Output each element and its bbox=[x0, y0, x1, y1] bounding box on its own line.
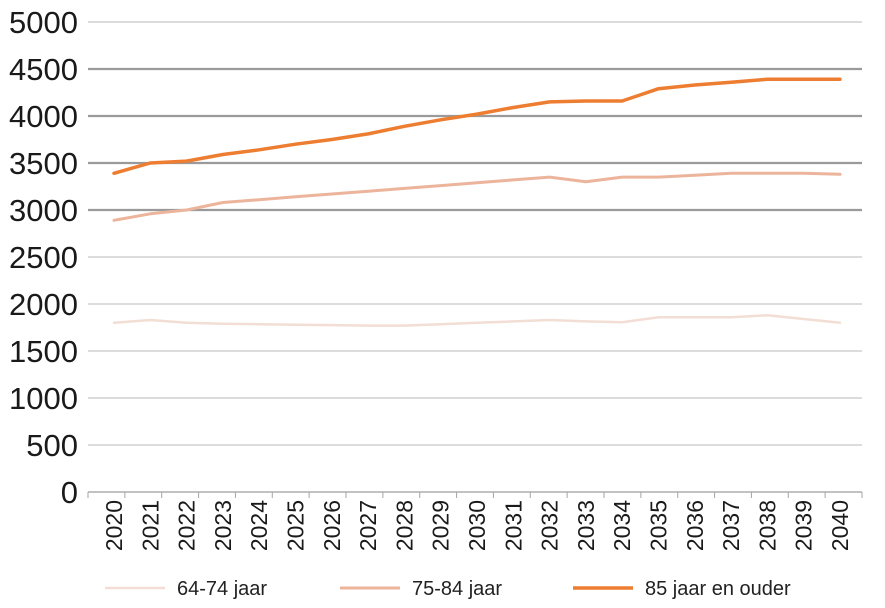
series-lines bbox=[112, 77, 842, 327]
y-tick-label: 3500 bbox=[9, 146, 78, 181]
x-tick-label: 2023 bbox=[210, 500, 236, 551]
x-tick-label: 2040 bbox=[827, 500, 853, 551]
x-tick-label: 2039 bbox=[791, 500, 817, 551]
legend-label-2: 75-84 jaar bbox=[412, 578, 502, 600]
x-axis-ticks: 2020 2021 2022 2023 2024 2025 2026 2027 2028 2029… bbox=[101, 500, 853, 551]
x-tick-label: 2025 bbox=[283, 500, 309, 551]
legend-label-3: 85 jaar en ouder bbox=[645, 578, 791, 600]
x-axis bbox=[87, 491, 863, 498]
y-tick-label: 2500 bbox=[9, 240, 78, 275]
x-tick-label: 2031 bbox=[500, 500, 526, 551]
x-tick-label: 2032 bbox=[537, 500, 563, 551]
y-tick-label: 1500 bbox=[9, 334, 78, 369]
series-line-3 bbox=[112, 77, 842, 176]
x-tick-label: 2022 bbox=[174, 500, 200, 551]
y-tick-label: 4000 bbox=[9, 99, 78, 134]
x-tick-label: 2028 bbox=[391, 500, 417, 551]
x-tick-label: 2027 bbox=[355, 500, 381, 551]
y-tick-label: 1000 bbox=[9, 381, 78, 416]
y-tick-label: 5000 bbox=[9, 5, 78, 40]
x-tick-label: 2029 bbox=[428, 500, 454, 551]
y-tick-label: 500 bbox=[26, 428, 78, 463]
x-tick-label: 2036 bbox=[682, 500, 708, 551]
x-tick-label: 2034 bbox=[609, 500, 635, 551]
x-tick-label: 2021 bbox=[137, 500, 163, 551]
gridlines bbox=[88, 21, 862, 493]
x-tick-label: 2020 bbox=[101, 500, 127, 551]
series-line-1 bbox=[112, 314, 842, 327]
y-tick-label: 4500 bbox=[9, 52, 78, 87]
series-line-2 bbox=[112, 171, 842, 222]
legend-label-1: 64-74 jaar bbox=[177, 578, 267, 600]
y-tick-label: 2000 bbox=[9, 287, 78, 322]
y-tick-label: 3000 bbox=[9, 193, 78, 228]
legend: 64-74 jaar 75-84 jaar 85 jaar en ouder bbox=[105, 578, 791, 600]
y-tick-label: 0 bbox=[61, 475, 78, 510]
x-tick-label: 2033 bbox=[573, 500, 599, 551]
y-axis-ticks: 0 500 1000 1500 2000 2500 3000 3500 4000 4500 5000 bbox=[9, 5, 78, 510]
x-tick-label: 2037 bbox=[718, 500, 744, 551]
x-tick-label: 2030 bbox=[464, 500, 490, 551]
x-tick-label: 2038 bbox=[754, 500, 780, 551]
x-tick-label: 2035 bbox=[646, 500, 672, 551]
x-tick-label: 2024 bbox=[246, 500, 272, 551]
x-tick-label: 2026 bbox=[319, 500, 345, 551]
